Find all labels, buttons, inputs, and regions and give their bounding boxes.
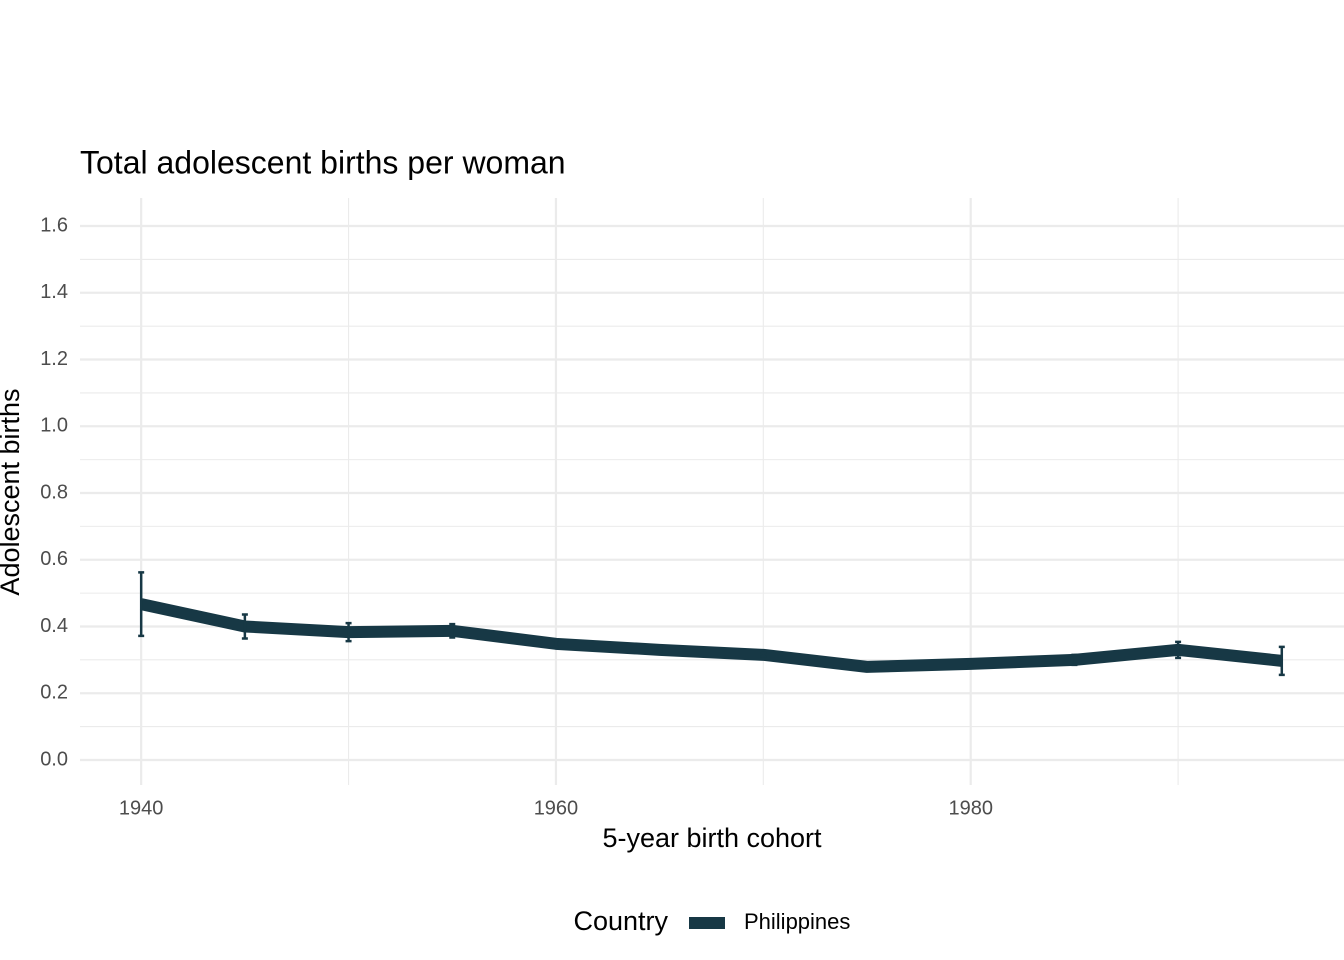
y-tick-label: 0.8 bbox=[40, 481, 68, 503]
error-bar bbox=[967, 659, 974, 668]
x-tick-label: 1980 bbox=[948, 797, 993, 819]
error-bar bbox=[138, 571, 145, 638]
x-tick-label: 1940 bbox=[119, 797, 164, 819]
error-bar bbox=[656, 646, 663, 653]
y-tick-label: 1.6 bbox=[40, 214, 68, 236]
y-tick-label: 1.2 bbox=[40, 348, 68, 370]
y-tick-label: 1.0 bbox=[40, 415, 68, 437]
y-tick-label: 1.4 bbox=[40, 281, 68, 303]
error-bar bbox=[864, 663, 871, 670]
y-tick-label: 0.0 bbox=[40, 748, 68, 770]
x-axis-title: 5-year birth cohort bbox=[602, 823, 822, 853]
error-bar bbox=[1278, 645, 1285, 677]
error-bar bbox=[760, 651, 767, 658]
y-tick-label: 0.6 bbox=[40, 548, 68, 570]
y-tick-label: 0.4 bbox=[40, 615, 68, 637]
error-bar bbox=[1071, 653, 1078, 667]
y-tick-label: 0.2 bbox=[40, 682, 68, 704]
error-bar bbox=[345, 621, 352, 643]
legend-label: Philippines bbox=[744, 909, 850, 934]
x-tick-label: 1960 bbox=[534, 797, 579, 819]
error-bar bbox=[552, 639, 559, 649]
legend-title: Country bbox=[573, 906, 668, 936]
legend-swatch bbox=[689, 917, 725, 929]
error-bar bbox=[241, 613, 248, 640]
error-bar bbox=[1175, 640, 1182, 660]
line bbox=[139, 598, 1283, 673]
error-bar bbox=[449, 622, 456, 639]
chart-title: Total adolescent births per woman bbox=[80, 144, 566, 180]
y-axis-title: Adolescent births bbox=[0, 388, 25, 595]
